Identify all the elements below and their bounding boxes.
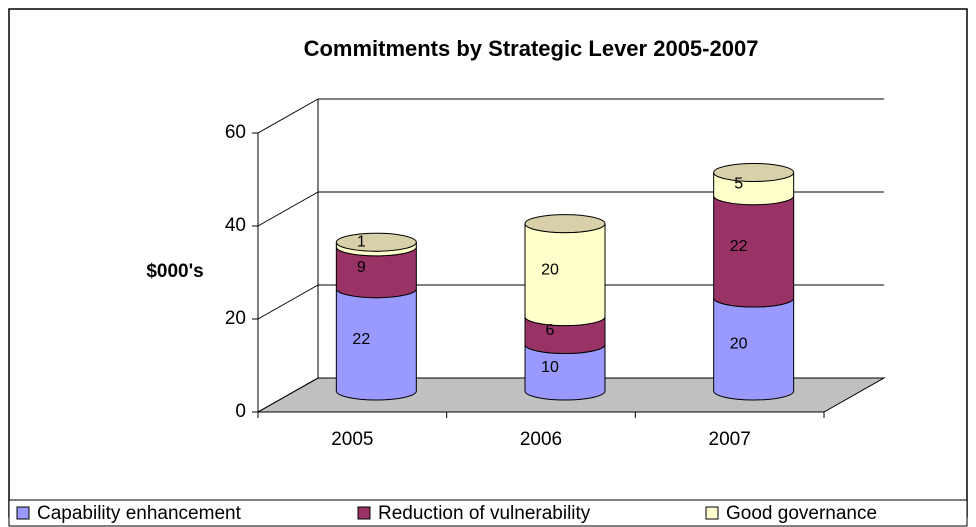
data-label: 20: [730, 336, 748, 353]
data-label: 20: [541, 261, 559, 278]
data-label: 6: [546, 322, 555, 339]
bar-top: [524, 214, 606, 234]
legend-swatch: [705, 506, 719, 520]
data-label: 1: [357, 233, 366, 250]
y-tick-label: 60: [225, 122, 246, 143]
data-label: 9: [357, 259, 366, 276]
bar-segment: [335, 288, 417, 401]
legend-swatch: [357, 506, 371, 520]
y-tick-label: 20: [225, 308, 246, 329]
grid-line-side: [257, 191, 319, 227]
bar-segment: [524, 223, 606, 327]
bar-segment: [713, 195, 795, 308]
legend-label: Good governance: [726, 503, 877, 524]
grid-line-side: [257, 98, 319, 134]
grid-line-side: [257, 377, 319, 413]
legend: [8, 499, 968, 527]
y-tick-label: 0: [235, 401, 246, 422]
bar-segment: [713, 297, 795, 401]
y-axis-label: $000's: [146, 261, 203, 282]
data-label: 5: [734, 175, 743, 192]
x-tick-label: 2007: [709, 429, 751, 450]
x-tick-label: 2005: [331, 429, 373, 450]
bar-top: [335, 232, 417, 252]
legend-swatch: [16, 506, 30, 520]
y-tick-label: 40: [225, 215, 246, 236]
bar-top: [713, 162, 795, 182]
chart-border: [8, 8, 968, 518]
grid-line-side: [257, 284, 319, 320]
data-label: 22: [730, 238, 748, 255]
chart-title: Commitments by Strategic Lever 2005-2007: [304, 36, 759, 61]
data-label: 22: [352, 331, 370, 348]
legend-label: Capability enhancement: [37, 503, 242, 524]
plot: 0 20 40 60 2005 2006 2007 22 9 1 10 6 20 20 22 5: [225, 98, 886, 450]
x-tick-label: 2006: [520, 429, 562, 450]
data-label: 10: [541, 359, 559, 376]
legend-label: Reduction of vulnerability: [378, 503, 591, 524]
